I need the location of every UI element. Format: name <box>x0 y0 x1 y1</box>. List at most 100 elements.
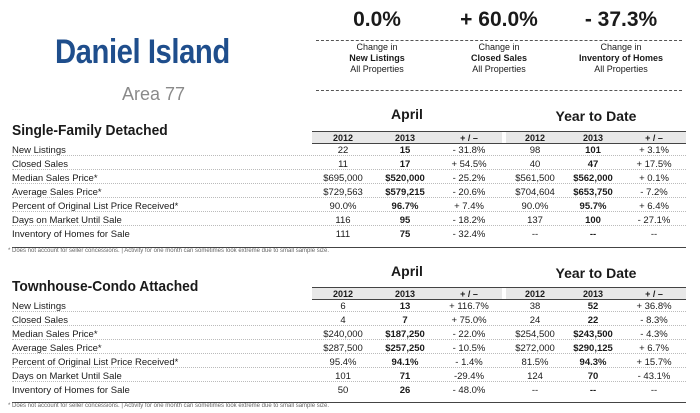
footnote: * Does not account for seller concession… <box>8 248 330 254</box>
stat-scope: All Properties <box>472 64 526 74</box>
cell-ytd-change: + 6.7% <box>639 343 669 354</box>
table-row: Inventory of Homes for Sale 111 75 - 32.4% -… <box>12 229 686 240</box>
col-change: + / – <box>645 289 663 299</box>
row-label: Percent of Original List Price Received* <box>12 201 179 212</box>
row-label: Inventory of Homes for Sale <box>12 229 130 240</box>
table-row: Average Sales Price* $287,500 $257,250 - 10… <box>12 343 686 354</box>
cell-ytd-2012: $272,000 <box>515 343 555 354</box>
stats-divider-top <box>316 40 682 41</box>
area-subtitle: Area 77 <box>122 84 186 104</box>
stat-caption: Change in <box>356 42 398 52</box>
cell-ytd-change: - 7.2% <box>640 187 668 198</box>
cell-ytd-2012: 90.0% <box>521 201 549 212</box>
stat-closed-sales: + 60.0% Change in Closed Sales All Prope… <box>438 6 560 75</box>
cell-april-change: + 54.5% <box>451 159 487 170</box>
cell-april-2012: 116 <box>335 215 351 226</box>
table-row: Percent of Original List Price Received*… <box>12 357 686 368</box>
table-row: Days on Market Until Sale 116 95 - 18.2% 137… <box>12 215 686 226</box>
cell-april-2013: 95 <box>399 215 411 226</box>
cell-april-2013: 17 <box>399 159 411 170</box>
cell-ytd-2012: -- <box>531 229 539 240</box>
row-label: New Listings <box>12 301 66 312</box>
cell-ytd-2012: $704,604 <box>515 187 555 198</box>
cell-april-2012: $729,563 <box>323 187 363 198</box>
row-label: Days on Market Until Sale <box>12 215 122 226</box>
row-label: Closed Sales <box>12 315 68 326</box>
cell-april-change: - 10.5% <box>452 343 486 354</box>
cell-ytd-2012: 40 <box>529 159 541 170</box>
cell-ytd-2013: 94.3% <box>579 357 607 368</box>
section-title: Single-Family Detached <box>12 122 168 139</box>
cell-april-2013: $579,215 <box>385 187 425 198</box>
stat-metric: Inventory of Homes <box>578 53 663 63</box>
stat-value: + 60.0% <box>460 8 538 31</box>
cell-ytd-change: - 4.3% <box>640 329 668 340</box>
cell-ytd-2013: 101 <box>585 145 601 156</box>
cell-april-2013: 15 <box>399 145 411 156</box>
cell-ytd-2013: $243,500 <box>573 329 613 340</box>
cell-april-2013: 13 <box>399 301 411 312</box>
col-2013: 2013 <box>394 133 416 143</box>
cell-april-2012: 6 <box>340 301 346 312</box>
cell-ytd-change: + 6.4% <box>639 201 669 212</box>
cell-ytd-2013: 47 <box>587 159 599 170</box>
stat-new-listings: 0.0% Change in New Listings All Properti… <box>316 6 438 75</box>
cell-ytd-change: + 3.1% <box>639 145 669 156</box>
section-single-family: Single-Family Detached April Year to Dat… <box>0 104 700 256</box>
row-label: Closed Sales <box>12 159 68 170</box>
cell-april-2013: 71 <box>399 371 411 382</box>
cell-ytd-change: + 17.5% <box>636 159 672 170</box>
col-change: + / – <box>645 133 663 143</box>
cell-ytd-2012: $561,500 <box>515 173 555 184</box>
row-label: Median Sales Price* <box>12 173 98 184</box>
table-header: 2012 2013 + / – 2012 2013 + / – <box>312 131 686 144</box>
table-row: Median Sales Price* $240,000 $187,250 - 22.… <box>12 329 686 340</box>
cell-ytd-change: - 27.1% <box>637 215 671 226</box>
cell-april-2013: 7 <box>402 315 408 326</box>
group-header-ytd: Year to Date <box>555 265 637 281</box>
section-townhouse-condo: Townhouse-Condo Attached April Year to D… <box>0 261 700 413</box>
cell-april-change: - 31.8% <box>452 145 486 156</box>
table-row: Closed Sales 4 7 + 75.0% 24 22 - 8.3% <box>12 315 686 326</box>
footnote: * Does not account for seller concession… <box>8 403 330 409</box>
stat-inventory: - 37.3% Change in Inventory of Homes All… <box>560 6 682 75</box>
cell-april-change: - 20.6% <box>452 187 486 198</box>
cell-ytd-change: - 8.3% <box>640 315 668 326</box>
stat-value: 0.0% <box>353 8 401 31</box>
row-label: Percent of Original List Price Received* <box>12 357 179 368</box>
cell-april-2013: $257,250 <box>385 343 425 354</box>
cell-april-change: + 75.0% <box>451 315 487 326</box>
cell-ytd-2013: $653,750 <box>573 187 613 198</box>
col-change: + / – <box>460 133 478 143</box>
row-label: Median Sales Price* <box>12 329 98 340</box>
group-header-april: April <box>391 106 423 122</box>
cell-ytd-2012: $254,500 <box>515 329 555 340</box>
cell-april-2013: 94.1% <box>391 357 419 368</box>
cell-april-2012: $695,000 <box>323 173 363 184</box>
table-row: Inventory of Homes for Sale 50 26 - 48.0% --… <box>12 385 686 396</box>
cell-april-2012: 11 <box>338 159 348 170</box>
table-row: Closed Sales 11 17 + 54.5% 40 47 + 17.5% <box>12 159 686 170</box>
cell-ytd-2012: 24 <box>529 315 541 326</box>
cell-ytd-2012: -- <box>531 385 539 396</box>
col-change: + / – <box>460 289 478 299</box>
table-row: Average Sales Price* $729,563 $579,215 - 20… <box>12 187 686 198</box>
col-2012: 2012 <box>332 133 354 143</box>
cell-ytd-change: + 0.1% <box>639 173 669 184</box>
row-label: New Listings <box>12 145 66 156</box>
cell-ytd-2012: 124 <box>527 371 543 382</box>
cell-april-2012: 101 <box>335 371 351 382</box>
stat-value: - 37.3% <box>584 8 658 31</box>
cell-april-change: -29.4% <box>453 371 485 382</box>
stat-metric: Closed Sales <box>470 53 528 63</box>
table-row: Days on Market Until Sale 101 71 -29.4% 124 7… <box>12 371 686 382</box>
cell-ytd-2012: 98 <box>529 145 541 156</box>
page-title: Daniel Island <box>55 33 230 71</box>
cell-ytd-2013: -- <box>589 229 597 240</box>
col-2013: 2013 <box>582 289 604 299</box>
cell-ytd-change: - 43.1% <box>637 371 671 382</box>
row-label: Inventory of Homes for Sale <box>12 385 130 396</box>
table-header: 2012 2013 + / – 2012 2013 + / – <box>312 287 686 300</box>
cell-ytd-change: + 15.7% <box>636 357 672 368</box>
section-title: Townhouse-Condo Attached <box>12 278 199 295</box>
